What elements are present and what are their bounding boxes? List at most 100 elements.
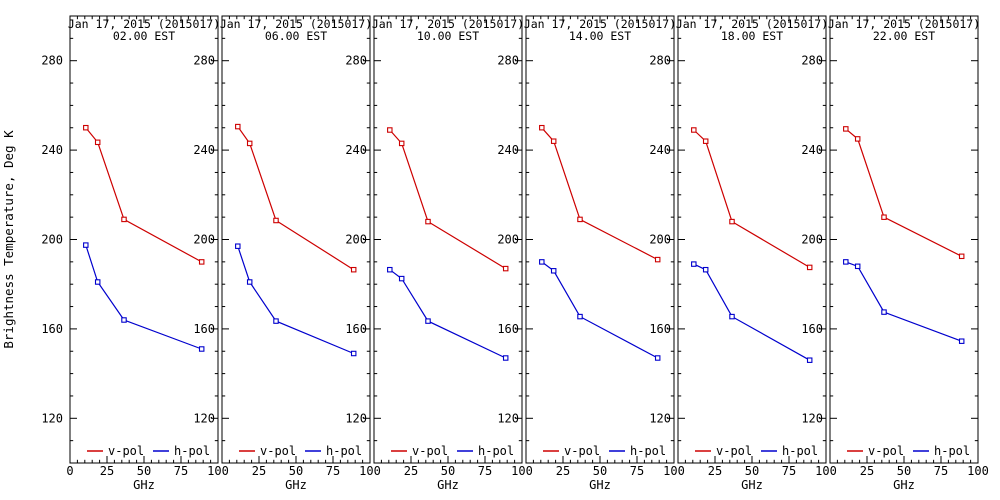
panel-02.00: 120 160 200 240 280 0 25 50 75 100 GHz Jan 17, 2015… xyxy=(41,15,229,492)
h-pol-marker xyxy=(729,313,735,320)
legend-v-pol-label: v-pol xyxy=(868,444,904,458)
y-tick-label: 200 xyxy=(649,233,671,247)
x-tick-label: 25 xyxy=(556,464,570,478)
panel-title-date: Jan 17, 2015 (2015017) xyxy=(524,17,676,31)
y-tick-label: 160 xyxy=(497,322,519,336)
h-pol-marker xyxy=(425,318,431,324)
h-pol-marker xyxy=(387,266,393,273)
v-pol-marker xyxy=(246,140,253,147)
y-tick-label: 120 xyxy=(801,411,823,425)
panel-10.00: 120 160 200 240 280 25 50 75 100 GHz Jan 17, 2015 … xyxy=(345,15,533,492)
v-pol-line xyxy=(237,126,355,271)
v-pol-line xyxy=(845,128,962,257)
x-axis-title: GHz xyxy=(285,478,307,492)
y-tick-label: 120 xyxy=(649,411,671,425)
legend-h-pol-label: h-pol xyxy=(326,444,362,458)
y-tick-label: 240 xyxy=(345,143,367,157)
h-pol-marker xyxy=(550,268,557,274)
panel-14.00: 120 160 200 240 280 25 50 75 100 GHz Jan 17, 2015 … xyxy=(497,15,685,492)
x-tick-label: 25 xyxy=(100,464,114,478)
legend-h-pol-label: h-pol xyxy=(630,444,666,458)
x-axis-title: GHz xyxy=(741,478,763,492)
x-tick-label: 0 xyxy=(66,464,73,478)
v-pol-marker xyxy=(854,136,861,142)
y-tick-label: 280 xyxy=(801,54,823,68)
legend-v-pol-label: v-pol xyxy=(260,444,296,458)
v-pol-marker xyxy=(235,123,241,130)
y-tick-label: 200 xyxy=(193,233,215,247)
v-pol-line xyxy=(693,129,811,268)
v-pol-marker xyxy=(425,218,431,225)
v-pol-marker xyxy=(94,139,101,146)
v-pol-marker xyxy=(121,216,127,223)
v-pol-marker xyxy=(550,138,557,144)
x-tick-label: 100 xyxy=(815,464,837,478)
x-tick-label: 50 xyxy=(897,464,911,478)
v-pol-marker xyxy=(198,259,205,265)
x-tick-label: 50 xyxy=(441,464,455,478)
h-pol-line xyxy=(389,269,506,359)
y-tick-label: 120 xyxy=(497,411,519,425)
panel-06.00: 120 160 200 240 280 25 50 75 100 GHz Jan 17, 2015 … xyxy=(193,15,381,492)
v-pol-marker xyxy=(83,124,89,131)
h-pol-marker xyxy=(691,261,697,267)
x-tick-label: 25 xyxy=(708,464,722,478)
v-pol-marker xyxy=(806,264,813,271)
v-pol-marker xyxy=(702,138,709,144)
h-pol-marker xyxy=(350,350,357,357)
v-pol-marker xyxy=(691,127,697,133)
x-tick-label: 50 xyxy=(289,464,303,478)
v-pol-marker xyxy=(654,256,661,263)
h-pol-marker xyxy=(398,275,405,282)
x-tick-label: 75 xyxy=(326,464,340,478)
h-pol-marker xyxy=(246,279,253,285)
v-pol-marker xyxy=(881,214,887,220)
panel-title-time: 14.00 EST xyxy=(569,29,631,43)
panel-title-date: Jan 17, 2015 (2015017) xyxy=(676,17,828,31)
x-tick-label: 75 xyxy=(478,464,492,478)
y-tick-label: 240 xyxy=(801,143,823,157)
legend-h-pol-label: h-pol xyxy=(934,444,970,458)
x-tick-label: 75 xyxy=(934,464,948,478)
x-tick-label: 25 xyxy=(860,464,874,478)
h-pol-marker xyxy=(843,259,849,265)
panel-title-date: Jan 17, 2015 (2015017) xyxy=(828,17,980,31)
x-tick-label: 100 xyxy=(511,464,533,478)
y-tick-label: 200 xyxy=(801,233,823,247)
x-axis-title: GHz xyxy=(437,478,459,492)
legend-v-pol-label: v-pol xyxy=(108,444,144,458)
h-pol-marker xyxy=(83,242,89,248)
x-tick-label: 75 xyxy=(630,464,644,478)
x-tick-label: 100 xyxy=(207,464,229,478)
y-tick-label: 160 xyxy=(801,322,823,336)
v-pol-marker xyxy=(729,218,735,225)
v-pol-line xyxy=(85,127,202,263)
legend-h-pol-label: h-pol xyxy=(782,444,818,458)
panel-title-date: Jan 17, 2015 (2015017) xyxy=(372,17,524,31)
x-axis-title: GHz xyxy=(589,478,611,492)
y-tick-label: 160 xyxy=(649,322,671,336)
v-pol-marker xyxy=(398,140,405,147)
x-tick-label: 25 xyxy=(404,464,418,478)
y-tick-label: 240 xyxy=(497,143,519,157)
h-pol-marker xyxy=(854,263,861,270)
panel-title-time: 02.00 EST xyxy=(113,29,175,43)
h-pol-line xyxy=(85,244,202,350)
y-tick-label: 200 xyxy=(345,233,367,247)
h-pol-marker xyxy=(806,357,813,363)
y-tick-label: 240 xyxy=(193,143,215,157)
h-pol-line xyxy=(693,263,810,361)
h-pol-marker xyxy=(94,279,101,285)
x-tick-label: 50 xyxy=(137,464,151,478)
y-tick-label: 120 xyxy=(41,411,63,425)
v-pol-line xyxy=(541,127,658,261)
panel-18.00: 120 160 200 240 280 25 50 75 100 GHz Jan 17, 2015 … xyxy=(649,15,837,492)
x-tick-label: 50 xyxy=(745,464,759,478)
y-tick-label: 280 xyxy=(193,54,215,68)
legend-v-pol-label: v-pol xyxy=(716,444,752,458)
x-axis-title: GHz xyxy=(133,478,155,492)
y-axis-title: Brightness Temperature, Deg K xyxy=(1,130,16,349)
